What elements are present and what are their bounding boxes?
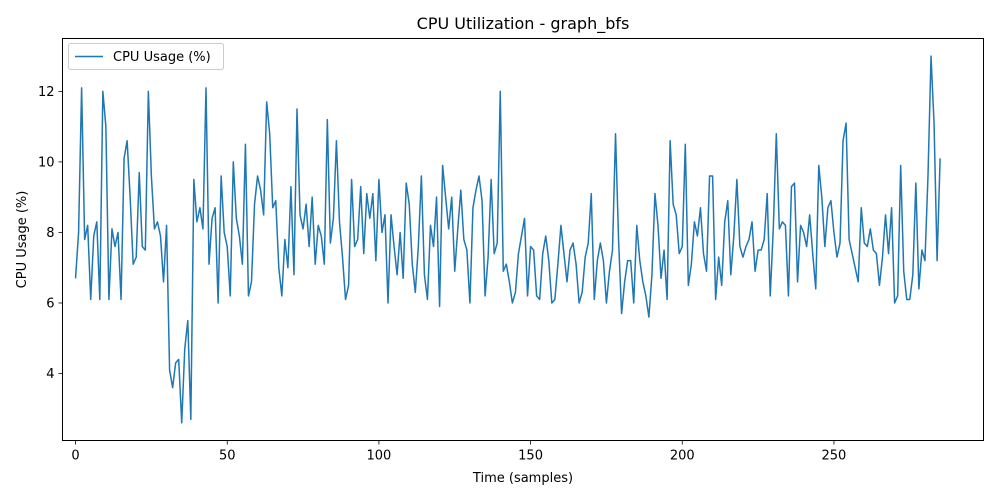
chart-title: CPU Utilization - graph_bfs [417, 14, 630, 34]
y-tick-label: 10 [38, 155, 55, 170]
x-tick-label: 250 [822, 449, 847, 464]
y-axis-title: CPU Usage (%) [15, 191, 30, 289]
legend-label: CPU Usage (%) [113, 50, 211, 65]
y-tick-label: 4 [46, 367, 54, 382]
x-tick-label: 50 [219, 449, 236, 464]
x-tick-label: 0 [71, 449, 79, 464]
series-line-0 [74, 55, 941, 424]
y-tick-label: 8 [46, 226, 54, 241]
plot-area [74, 55, 941, 424]
x-tick-label: 100 [366, 449, 391, 464]
y-tick-label: 12 [38, 85, 55, 100]
legend: CPU Usage (%) [68, 43, 224, 70]
legend-box [68, 43, 224, 70]
axes-frame [62, 38, 984, 441]
y-tick-label: 6 [46, 296, 54, 311]
x-tick-label: 150 [518, 449, 543, 464]
x-tick-label: 200 [670, 449, 695, 464]
x-axis: 0 50 100 150 200 250 [71, 440, 847, 464]
y-axis: 4 6 8 10 12 [38, 85, 63, 382]
x-axis-title: Time (samples) [472, 471, 573, 486]
